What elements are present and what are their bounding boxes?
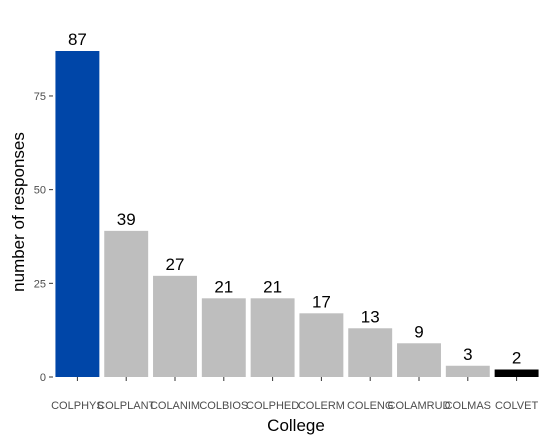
x-tick-label-colmas: COLMAS bbox=[445, 400, 491, 412]
bar-colanim bbox=[153, 275, 197, 377]
y-tick-label: 50 bbox=[34, 185, 46, 197]
x-tick-label-colerm: COLERM bbox=[298, 400, 345, 412]
bar-colerm bbox=[299, 313, 344, 377]
data-label-colamrud: 9 bbox=[414, 322, 423, 341]
x-tick-label-colplant: COLPLANT bbox=[97, 400, 155, 412]
x-tick-label-colphed: COLPHED bbox=[246, 400, 299, 412]
bar-colamrud bbox=[397, 343, 441, 377]
data-label-colphed: 21 bbox=[263, 277, 282, 296]
bar-colvet bbox=[494, 369, 539, 377]
data-label-colerm: 17 bbox=[312, 292, 331, 311]
data-label-colplant: 39 bbox=[117, 210, 136, 229]
bars bbox=[55, 51, 539, 377]
x-tick-label-colamrud: COLAMRUD bbox=[388, 400, 451, 412]
x-tick-label-colbios: COLBIOS bbox=[199, 400, 248, 412]
bar-colbios bbox=[201, 298, 246, 377]
y-tick-label: 75 bbox=[34, 91, 46, 103]
data-label-colvet: 2 bbox=[512, 349, 521, 368]
bar-colplant bbox=[104, 230, 149, 377]
bar-colmas bbox=[445, 365, 490, 377]
x-axis-title: College bbox=[267, 416, 325, 435]
data-label-colphys: 87 bbox=[68, 30, 87, 49]
data-label-colbios: 21 bbox=[214, 277, 233, 296]
y-axis: 0 25 50 75 bbox=[34, 91, 53, 384]
x-tick-label-coleng: COLENG bbox=[347, 400, 393, 412]
bar-colphed bbox=[250, 298, 295, 377]
y-tick-label: 0 bbox=[40, 372, 46, 384]
bar-colphys bbox=[55, 51, 100, 377]
data-label-colmas: 3 bbox=[463, 345, 472, 364]
x-tick-label-colanim: COLANIM bbox=[150, 400, 200, 412]
y-axis-title: number of responses bbox=[9, 132, 28, 292]
bar-coleng bbox=[348, 328, 393, 377]
x-tick-label-colphys: COLPHYS bbox=[51, 400, 104, 412]
y-tick-label: 25 bbox=[34, 278, 46, 290]
x-tick-label-colvet: COLVET bbox=[495, 400, 538, 412]
data-label-colanim: 27 bbox=[166, 255, 185, 274]
data-label-coleng: 13 bbox=[361, 307, 380, 326]
data-labels: 87 39 27 21 21 17 13 9 3 2 bbox=[68, 30, 521, 368]
